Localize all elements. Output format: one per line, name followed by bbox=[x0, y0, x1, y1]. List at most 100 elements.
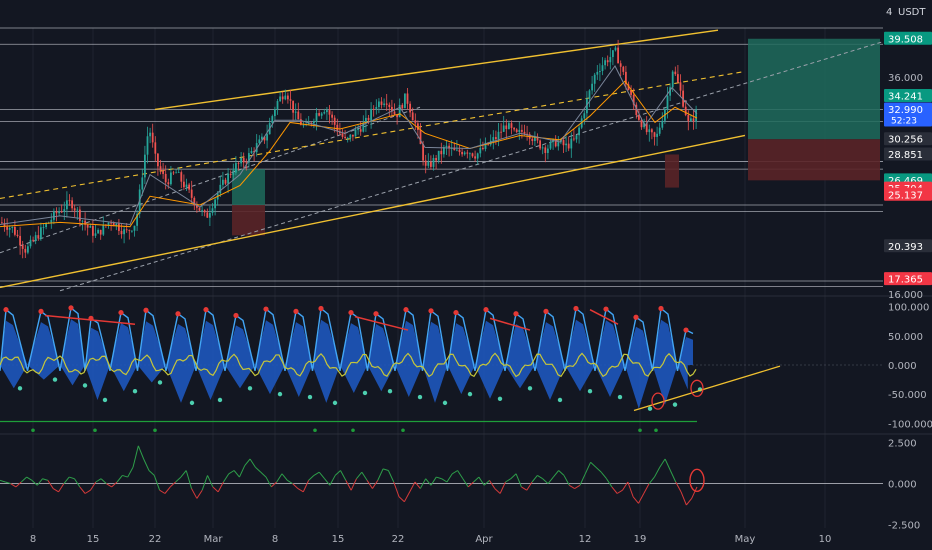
momentum-segment bbox=[207, 475, 214, 488]
momentum-segment bbox=[622, 481, 629, 491]
candle bbox=[614, 47, 617, 51]
momentum-segment bbox=[350, 478, 357, 491]
divergence-line bbox=[589, 308, 619, 325]
candle bbox=[510, 123, 513, 128]
candle bbox=[617, 47, 619, 64]
time-label: 15 bbox=[87, 534, 100, 545]
osc-buy-dot bbox=[647, 406, 653, 411]
time-label: 22 bbox=[149, 534, 162, 545]
momentum-segment bbox=[393, 481, 400, 497]
candle bbox=[440, 150, 443, 155]
price-label-box bbox=[884, 187, 932, 201]
momentum-segment bbox=[531, 475, 538, 483]
time-label: 19 bbox=[634, 534, 647, 545]
candle bbox=[294, 111, 297, 113]
osc-signal-dot bbox=[351, 428, 355, 433]
osc-sell-dot bbox=[513, 311, 519, 317]
currency-label[interactable]: USDT bbox=[898, 7, 926, 18]
candle bbox=[313, 121, 315, 124]
candle bbox=[289, 99, 292, 101]
candle bbox=[531, 138, 534, 142]
candle bbox=[183, 181, 185, 188]
candle bbox=[214, 199, 216, 209]
momentum-segment bbox=[116, 475, 123, 483]
candle bbox=[8, 227, 11, 230]
momentum-segment bbox=[409, 481, 416, 493]
candle bbox=[45, 223, 47, 228]
momentum-segment bbox=[425, 478, 432, 486]
candle bbox=[229, 173, 232, 175]
candle bbox=[320, 113, 323, 116]
candle bbox=[479, 147, 482, 154]
candle bbox=[456, 149, 458, 151]
osc-sell-dot bbox=[143, 307, 149, 313]
candle bbox=[40, 227, 42, 239]
candle bbox=[357, 129, 359, 131]
candle bbox=[432, 157, 435, 167]
momentum-segment bbox=[324, 478, 331, 486]
candle bbox=[593, 74, 596, 84]
candle bbox=[125, 229, 128, 231]
time-label: 15 bbox=[332, 534, 345, 545]
candle bbox=[112, 222, 115, 227]
candle bbox=[201, 210, 203, 212]
candle bbox=[443, 147, 445, 155]
momentum-segment bbox=[552, 470, 560, 478]
momentum-segment bbox=[345, 480, 352, 491]
candle bbox=[385, 103, 388, 105]
osc-buy-dot bbox=[332, 400, 338, 406]
momentum-segment bbox=[584, 462, 592, 474]
momentum-segment bbox=[382, 468, 389, 471]
candle bbox=[34, 235, 37, 241]
price-tick: 36.000 bbox=[888, 73, 923, 84]
trendline-dashed bbox=[59, 40, 886, 292]
osc-tick: 0.000 bbox=[888, 361, 917, 372]
momentum-segment bbox=[302, 480, 310, 493]
momentum-segment bbox=[281, 473, 288, 481]
momentum-segment bbox=[217, 481, 224, 493]
candle bbox=[71, 200, 73, 209]
candle bbox=[261, 136, 263, 140]
osc-buy-dot bbox=[102, 397, 108, 403]
momentum-segment bbox=[42, 478, 49, 481]
time-axis[interactable]: 8 15 22 Mar 8 15 22 Apr 12 19 May 10 bbox=[30, 534, 832, 545]
candle bbox=[315, 113, 318, 122]
momentum-segment bbox=[276, 473, 283, 483]
momentum-pane[interactable] bbox=[0, 445, 883, 506]
price-label: 25.137 bbox=[888, 190, 923, 201]
candle bbox=[318, 113, 320, 116]
candle bbox=[495, 137, 497, 140]
candle bbox=[502, 125, 505, 132]
candle bbox=[601, 65, 604, 72]
oscillator-pane[interactable] bbox=[0, 305, 883, 433]
candle bbox=[687, 115, 690, 121]
price-label-box bbox=[884, 147, 932, 161]
candle bbox=[515, 129, 518, 133]
osc-sell-dot bbox=[68, 305, 74, 311]
candle bbox=[523, 131, 526, 134]
candle bbox=[596, 71, 599, 75]
candle bbox=[573, 138, 575, 140]
candle bbox=[437, 150, 440, 161]
candle bbox=[476, 153, 479, 159]
momentum-segment bbox=[462, 478, 469, 488]
candle bbox=[19, 235, 21, 246]
candle bbox=[466, 152, 469, 154]
candle bbox=[398, 104, 401, 118]
candle bbox=[167, 182, 170, 185]
candle bbox=[539, 140, 541, 149]
price-label-box bbox=[884, 88, 932, 102]
price-pane[interactable] bbox=[0, 27, 886, 292]
momentum-segment bbox=[685, 498, 693, 506]
candle bbox=[690, 118, 692, 121]
candle bbox=[164, 173, 167, 183]
candle bbox=[3, 222, 6, 227]
osc-signal-dot bbox=[638, 428, 642, 433]
candle bbox=[557, 142, 560, 147]
candle bbox=[175, 172, 177, 174]
momentum-segment bbox=[436, 476, 442, 480]
candle bbox=[640, 119, 643, 128]
candle bbox=[591, 83, 593, 91]
candle bbox=[271, 116, 274, 124]
